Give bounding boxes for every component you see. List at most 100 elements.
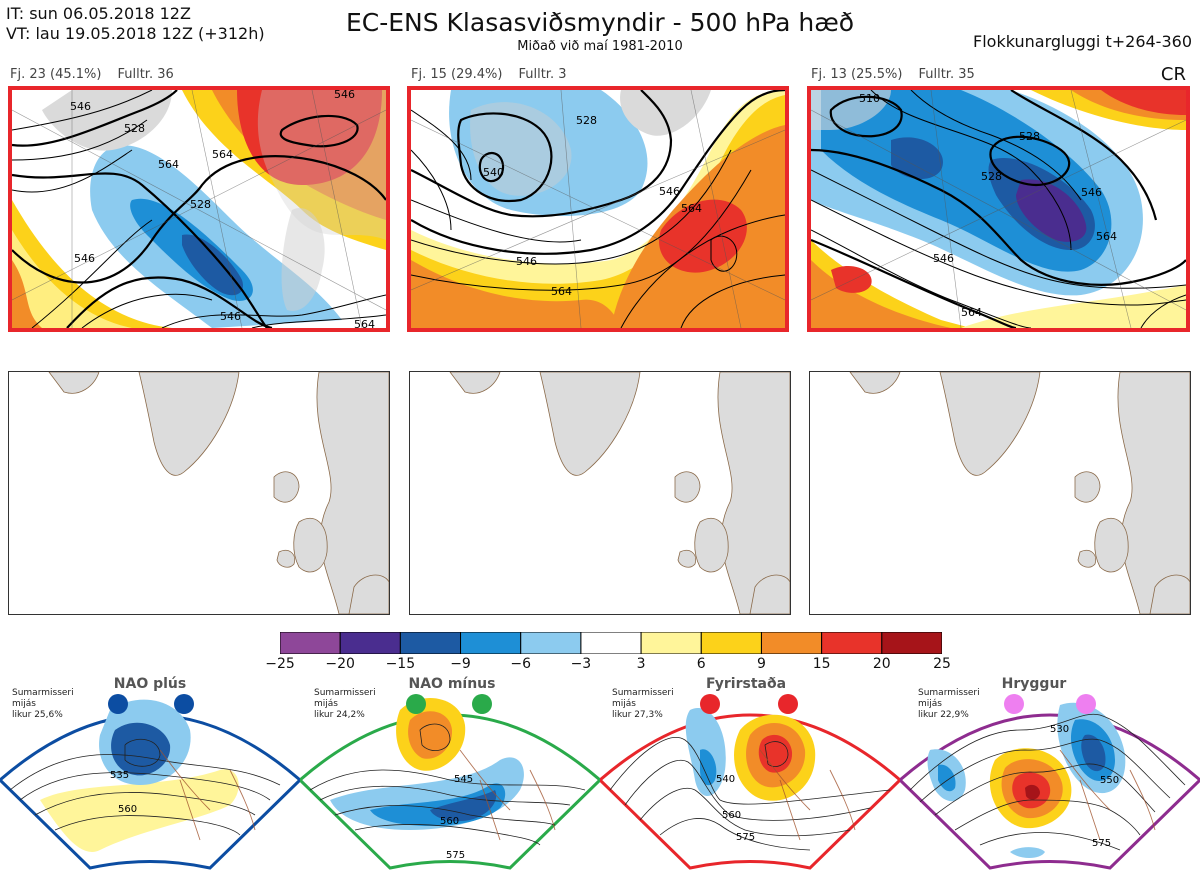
contour-label: 560: [440, 816, 459, 827]
page-title: EC-ENS Klasasviðsmyndir - 500 hPa hæð: [345, 8, 855, 37]
contour-label: 575: [446, 850, 465, 861]
cluster-1-rep: Fulltr. 36: [117, 67, 174, 82]
contour-label: 528: [124, 122, 145, 135]
regime-4-note-line: mijás: [918, 699, 942, 709]
contour-label: 510: [859, 92, 880, 105]
cluster-3-rep: Fulltr. 35: [918, 67, 975, 82]
colorbar-segment: [460, 631, 522, 655]
contour-label: 546: [74, 252, 95, 265]
colorbar-tick-label: −3: [570, 656, 592, 672]
regime-3-dot-right: [778, 694, 798, 714]
regime-2-dot-right: [472, 694, 492, 714]
contour-label: 545: [454, 774, 473, 785]
contour-label: 528: [1019, 130, 1040, 143]
regime-3-title: Fyrirstaða: [705, 676, 787, 692]
contour-label: 546: [220, 310, 241, 323]
colorbar-tick-label: −15: [385, 656, 416, 672]
colorbar-tick-label: −20: [325, 656, 355, 672]
contour-label: 546: [70, 100, 91, 113]
colorbar-ticks: −25 −20 −15 −9 −6 −3 3 6 9 15 20 25: [265, 656, 951, 674]
contour-label: 528: [981, 170, 1002, 183]
page-subtitle: Miðað við maí 1981-2010: [517, 39, 683, 54]
regime-4-dot-left: [1004, 694, 1024, 714]
contour-label: 535: [110, 770, 129, 781]
contour-label: 546: [516, 255, 537, 268]
contour-label: 546: [334, 90, 355, 101]
regime-3-map: 540 560 575: [600, 708, 900, 870]
regime-2-note: Sumarmisseri mijás likur 24,2%: [314, 688, 376, 721]
cluster-3-label: Fj. 13 (25.5%) Fulltr. 35: [811, 67, 991, 82]
regime-2-note-line: mijás: [314, 699, 338, 709]
regime-2-note-line: Sumarmisseri: [314, 688, 376, 698]
regime-4-title: Hryggur: [1001, 676, 1067, 692]
contour-label: 546: [1081, 186, 1102, 199]
contour-label: 575: [1092, 838, 1111, 849]
colorbar-segment: [760, 631, 823, 655]
regime-4-map: 530 550 575: [900, 702, 1200, 870]
empty-map-1: [8, 371, 390, 615]
regime-3-note-line: mijás: [612, 699, 636, 709]
regime-3-note-line: likur 27,3%: [612, 710, 663, 720]
cluster-2-count: Fj. 15 (29.4%): [411, 67, 503, 82]
regime-1-note-line: Sumarmisseri: [12, 688, 74, 698]
colorbar-tick-label: 20: [872, 656, 891, 672]
regime-1-note-line: likur 25,6%: [12, 710, 63, 720]
cluster-1-label: Fj. 23 (45.1%) Fulltr. 36: [10, 67, 190, 82]
regime-1-note: Sumarmisseri mijás likur 25,6%: [12, 688, 74, 721]
colorbar: [279, 631, 943, 655]
cluster-3-count: Fj. 13 (25.5%): [811, 67, 903, 82]
initial-time: IT: sun 06.05.2018 12Z: [6, 4, 191, 23]
contour-label: 564: [354, 318, 375, 328]
header-run-info: IT: sun 06.05.2018 12Z VT: lau 19.05.201…: [6, 4, 265, 44]
colorbar-tick-label: 15: [812, 656, 831, 672]
regime-3-dot-left: [700, 694, 720, 714]
contour-label: 540: [716, 774, 735, 785]
cluster-1-map: 546 528 546 564 528 564 546 546 564: [8, 86, 390, 332]
cr-label: CR: [1160, 64, 1186, 85]
regime-4-dot-right: [1076, 694, 1096, 714]
empty-map-3: [809, 371, 1191, 615]
contour-label: 528: [190, 198, 211, 211]
regime-2-title: NAO mínus: [408, 676, 496, 692]
colorbar-segment: [520, 631, 582, 655]
contour-label: 528: [576, 114, 597, 127]
contour-label: 564: [961, 306, 982, 319]
contour-label: 546: [933, 252, 954, 265]
cluster-2-rep: Fulltr. 3: [518, 67, 567, 82]
regime-1-dot-left: [108, 694, 128, 714]
regime-3-note: Sumarmisseri mijás likur 27,3%: [612, 688, 674, 721]
colorbar-segment: [700, 631, 762, 655]
contour-label: 575: [736, 832, 755, 843]
colorbar-tick-label: 6: [696, 656, 706, 672]
colorbar-tick-label: −9: [450, 656, 471, 672]
colorbar-segment: [881, 631, 943, 655]
regime-3-note-line: Sumarmisseri: [612, 688, 674, 698]
colorbar-segment: [821, 631, 883, 655]
contour-label: 560: [118, 804, 137, 815]
colorbar-segment: [279, 631, 341, 655]
colorbar-tick-label: 25: [933, 656, 951, 672]
regime-4-note-line: Sumarmisseri: [918, 688, 980, 698]
regime-4-note: Sumarmisseri mijás likur 22,9%: [918, 688, 980, 721]
contour-label: 564: [1096, 230, 1117, 243]
contour-label: 530: [1050, 724, 1069, 735]
regime-4-note-line: likur 22,9%: [918, 710, 969, 720]
colorbar-segment: [399, 631, 462, 655]
regime-2-note-line: likur 24,2%: [314, 710, 365, 720]
regime-2-dot-left: [406, 694, 426, 714]
valid-time: VT: lau 19.05.2018 12Z (+312h): [6, 24, 265, 43]
contour-label: 564: [551, 285, 572, 298]
colorbar-tick-label: 3: [636, 656, 646, 672]
contour-label: 560: [722, 810, 741, 821]
contour-label: 550: [1100, 775, 1119, 786]
colorbar-tick-label: 9: [756, 656, 766, 672]
regime-1-note-line: mijás: [12, 699, 36, 709]
contour-label: 564: [158, 158, 179, 171]
regime-1-map: 535 560: [0, 699, 300, 870]
contour-label: 546: [659, 185, 680, 198]
cluster-2-map: 528 546 546 564 564 540: [407, 86, 789, 332]
regime-1-dot-right: [174, 694, 194, 714]
empty-map-2: [409, 371, 791, 615]
colorbar-tick-label: −6: [510, 656, 532, 672]
cluster-3-map: 510 528 528 546 546 564 564: [807, 86, 1190, 332]
